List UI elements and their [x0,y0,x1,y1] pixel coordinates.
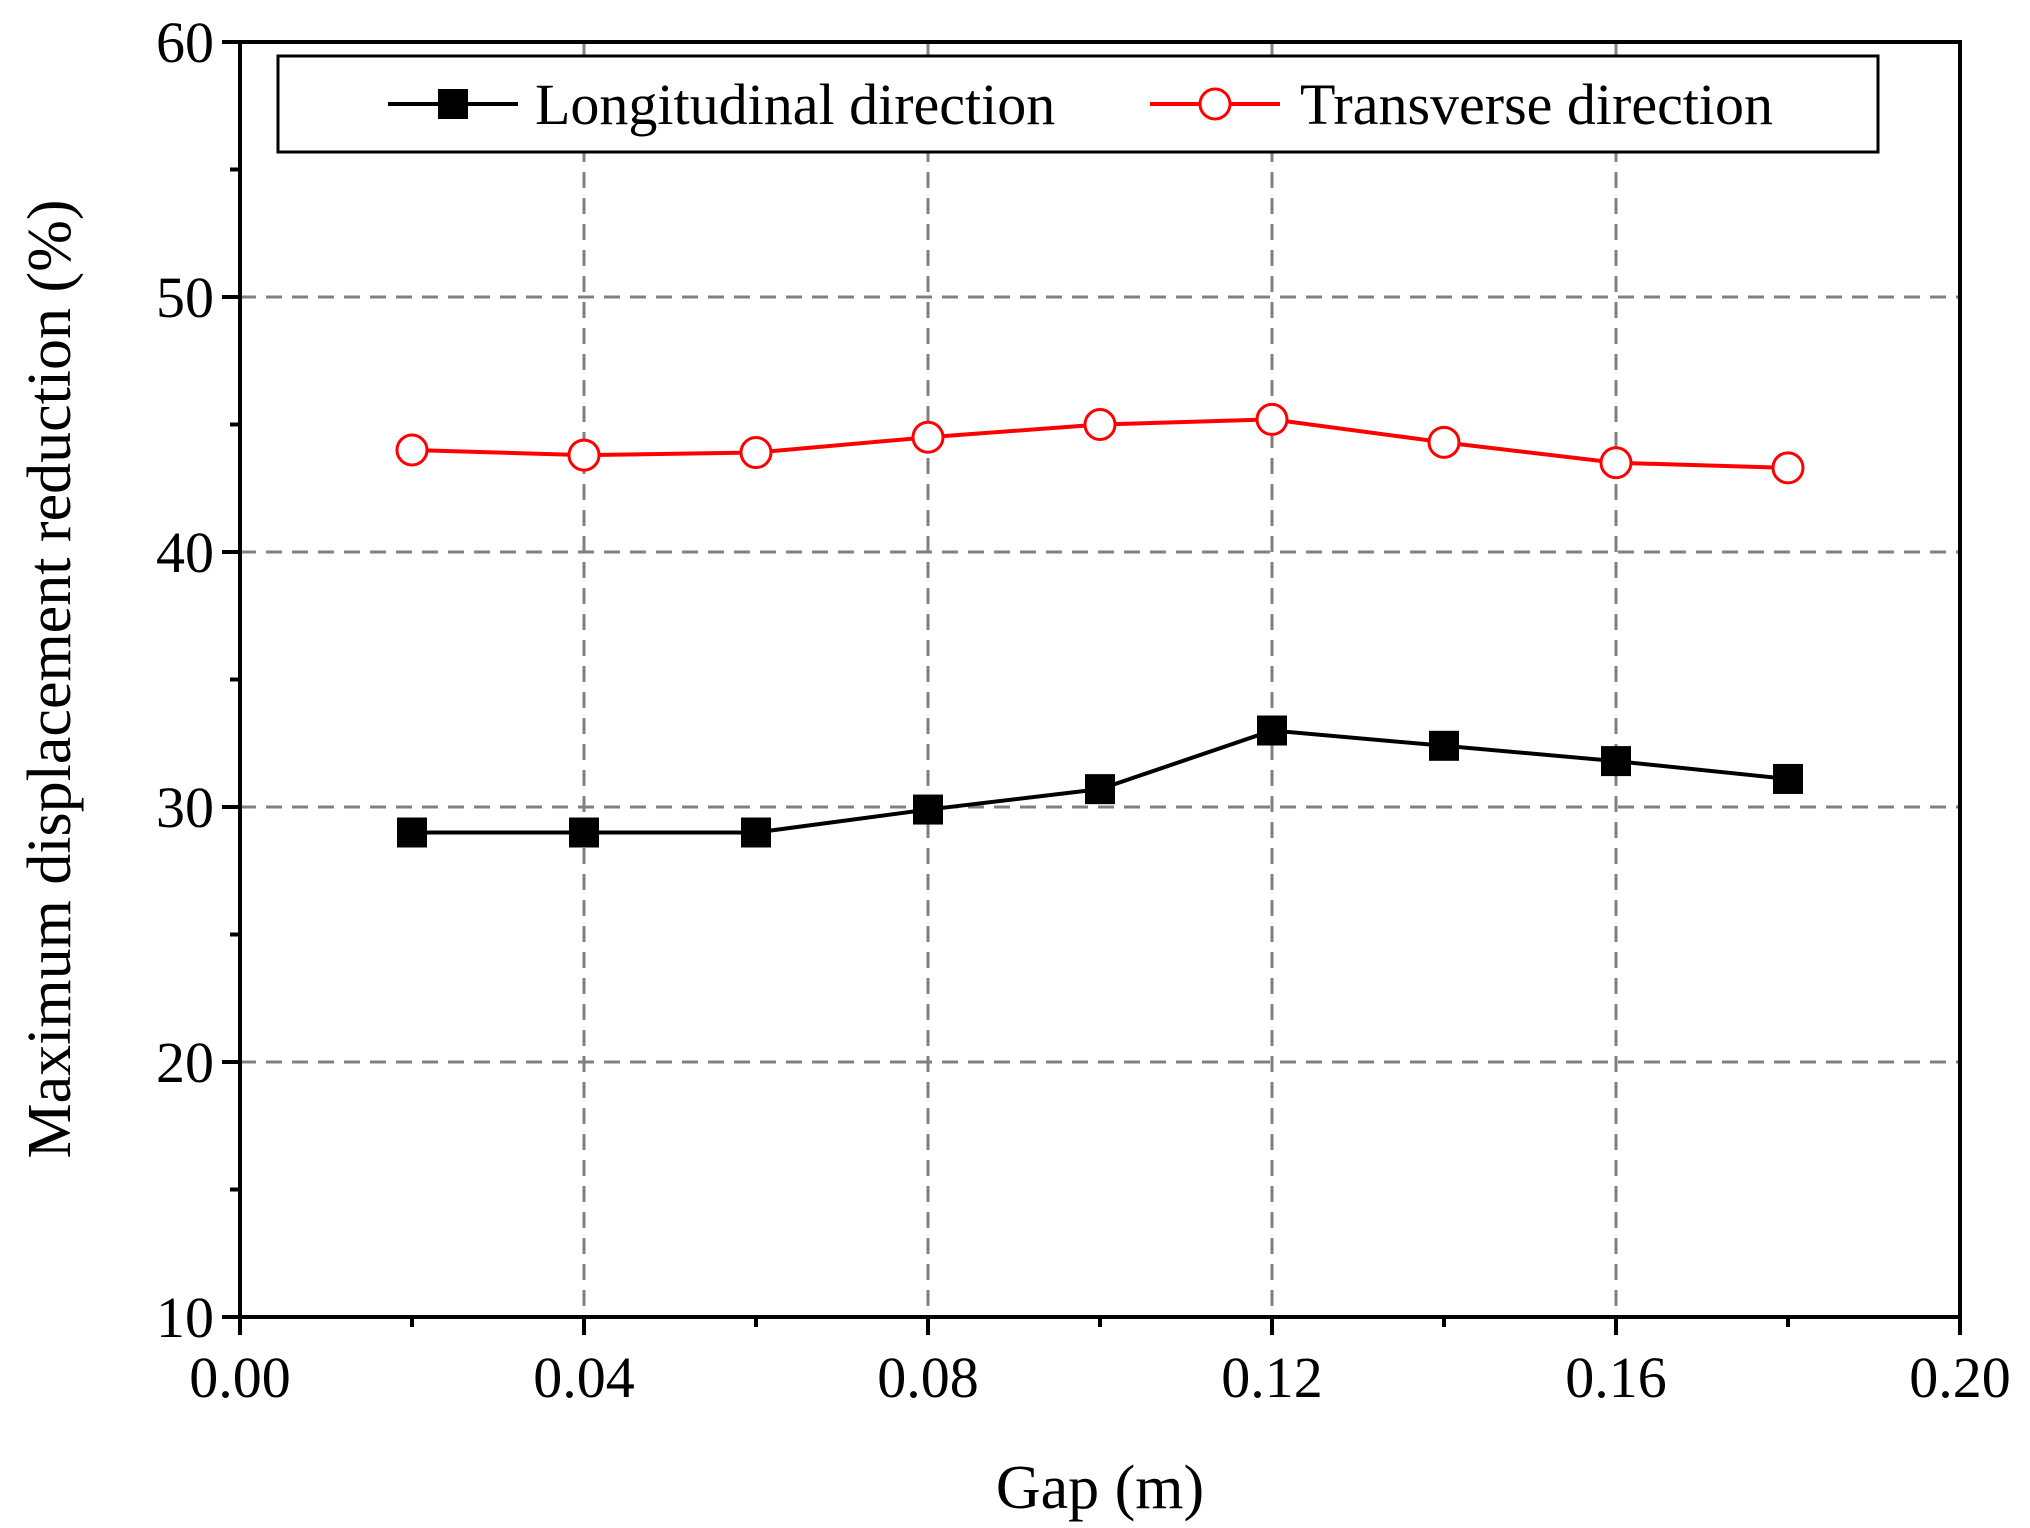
data-point [569,817,599,848]
x-tick-label: 0.12 [1221,1345,1323,1410]
x-tick-label: 0.08 [877,1345,979,1410]
y-tick-label: 10 [156,1285,214,1350]
y-tick-label: 50 [156,265,214,330]
data-point [911,420,945,454]
data-point [1773,763,1803,794]
data-point [1085,774,1115,805]
series-2 [395,402,1805,485]
data-point [1601,746,1631,777]
x-axis-title: Gap (m) [996,1454,1204,1522]
data-point [1771,451,1805,485]
data-point [913,794,943,825]
axes [238,40,1962,1319]
legend-entry-2: Transverse direction [1150,72,1773,137]
legend-label: Longitudinal direction [535,72,1055,137]
legend-marker [1198,87,1232,121]
y-tick-label: 20 [156,1030,214,1095]
data-point [397,817,427,848]
y-tick-label: 60 [156,10,214,75]
legend-box [276,54,1880,154]
x-tick-label: 0.04 [533,1345,635,1410]
data-point [1255,402,1289,436]
legend: Longitudinal direction Transverse directi… [276,54,1880,154]
tick-labels: 0.00 0.04 0.08 0.12 0.16 0.20 10 20 30 40 50 60 [156,10,2011,1410]
series-group [395,402,1805,848]
data-point [1257,715,1287,746]
legend-entry-1: Longitudinal direction [388,72,1055,137]
y-tick-label: 30 [156,775,214,840]
y-tick-label: 40 [156,520,214,585]
legend-label: Transverse direction [1300,72,1773,137]
data-point [567,438,601,472]
x-tick-label: 0.00 [189,1345,291,1410]
x-tick-label: 0.20 [1909,1345,2011,1410]
data-point [395,433,429,467]
data-point [1427,425,1461,459]
legend-marker [438,89,468,119]
data-point [1599,446,1633,480]
data-point [739,436,773,470]
plot-frame [238,40,1962,1319]
grid-lines [240,42,1960,1317]
x-tick-label: 0.16 [1565,1345,1667,1410]
axis-ticks [222,40,1962,1335]
series-1 [397,715,1803,848]
data-point [1083,408,1117,441]
y-axis-title: Maximum displacement reduction (%) [16,199,84,1158]
data-point [1429,730,1459,761]
data-point [741,817,771,848]
